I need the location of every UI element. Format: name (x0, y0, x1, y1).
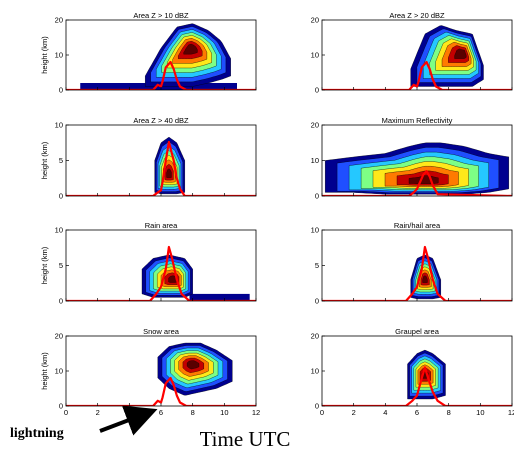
contour-field (322, 349, 512, 406)
lightning-line (66, 245, 256, 301)
lightning-line (66, 60, 256, 90)
contour-field (66, 342, 256, 406)
x-tick-label: 8 (191, 408, 195, 417)
y-tick-label: 0 (59, 402, 63, 411)
y-tick-label: 5 (59, 156, 63, 165)
floor-band (189, 293, 250, 301)
x-tick-label: 10 (476, 408, 484, 417)
contour-band-8 (183, 43, 198, 55)
panel-6: Rain/hail area 0 5 10 (311, 221, 513, 306)
y-axis-label: height (km) (40, 36, 49, 74)
y-tick-label: 10 (55, 121, 63, 130)
panel-title: Area Z > 20 dBZ (389, 11, 445, 20)
panel-title: Snow area (143, 327, 180, 336)
y-axis-label: height (km) (40, 352, 49, 390)
panel-3: Area Z > 40 dBZ 0 5 10 height (km) (40, 116, 257, 201)
panel-8: Graupel area 0 10 20 0 2 4 6 8 10 12 (311, 327, 514, 417)
panel-1: Area Z > 10 dBZ 0 10 20 height (km) (40, 11, 257, 95)
panel-4: Maximum Reflectivity 0 10 20 (311, 116, 513, 201)
lightning-line (66, 140, 256, 196)
panel-title: Graupel area (395, 327, 440, 336)
contour-field (322, 142, 512, 196)
y-tick-label: 10 (311, 226, 319, 235)
panel-2: Area Z > 20 dBZ 0 10 20 (311, 11, 513, 95)
y-axis-label: height (km) (40, 246, 49, 284)
lightning-line (66, 376, 256, 406)
panel-title: Rain area (145, 221, 178, 230)
x-tick-label: 8 (447, 408, 451, 417)
panel-title: Area Z > 10 dBZ (133, 11, 189, 20)
y-tick-label: 10 (311, 156, 319, 165)
y-tick-label: 0 (59, 297, 63, 306)
y-tick-label: 20 (311, 121, 319, 130)
x-tick-label: 0 (64, 408, 68, 417)
contour-field (322, 25, 512, 90)
x-tick-label: 12 (508, 408, 514, 417)
lightning-line (322, 366, 512, 406)
y-axis-label: height (km) (40, 141, 49, 179)
figure-xlabel: Time UTC (200, 427, 291, 451)
contour-field (66, 136, 256, 196)
x-tick-label: 6 (415, 408, 419, 417)
x-tick-label: 2 (352, 408, 356, 417)
y-tick-label: 0 (59, 192, 63, 201)
y-tick-label: 10 (311, 51, 319, 60)
y-tick-label: 5 (315, 261, 319, 270)
y-tick-label: 20 (311, 16, 319, 25)
panel-title: Rain/hail area (394, 221, 441, 230)
panel-title: Maximum Reflectivity (382, 116, 453, 125)
x-tick-label: 10 (220, 408, 228, 417)
y-tick-label: 10 (311, 367, 319, 376)
contour-band-8 (422, 275, 428, 283)
y-tick-label: 0 (315, 402, 319, 411)
y-tick-label: 10 (55, 367, 63, 376)
lightning-line (322, 245, 512, 301)
y-tick-label: 10 (55, 226, 63, 235)
lightning-line (322, 170, 512, 196)
panel-5: Rain area 0 5 10 height (km) (40, 221, 257, 306)
contour-band-8 (166, 168, 172, 178)
contour-field (66, 245, 256, 301)
x-tick-label: 0 (320, 408, 324, 417)
lightning-line (322, 60, 512, 90)
y-tick-label: 20 (55, 16, 63, 25)
panel-title: Area Z > 40 dBZ (133, 116, 189, 125)
y-tick-label: 0 (315, 192, 319, 201)
panel-7: Snow area 0 10 20 0 2 4 6 8 10 12 height (km) (40, 327, 260, 417)
contour-field (322, 245, 512, 301)
x-tick-label: 4 (127, 408, 131, 417)
contour-band-8 (186, 360, 200, 370)
x-tick-label: 4 (383, 408, 387, 417)
y-tick-label: 0 (315, 86, 319, 95)
x-tick-label: 2 (96, 408, 100, 417)
y-tick-label: 0 (59, 86, 63, 95)
annotation-arrow (99, 405, 158, 436)
x-tick-label: 6 (159, 408, 163, 417)
y-tick-label: 5 (59, 261, 63, 270)
y-tick-label: 20 (311, 332, 319, 341)
y-tick-label: 0 (315, 297, 319, 306)
x-tick-label: 12 (252, 408, 260, 417)
contour-field (66, 23, 256, 90)
y-tick-label: 10 (55, 51, 63, 60)
contour-band-8 (454, 48, 467, 59)
lightning-annotation: lightning (10, 426, 64, 441)
y-tick-label: 20 (55, 332, 63, 341)
